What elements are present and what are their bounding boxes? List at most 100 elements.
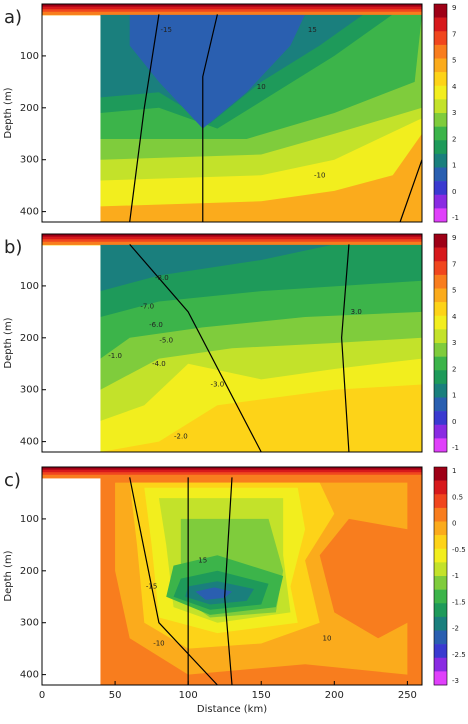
colorbar-box	[434, 113, 447, 127]
surface-layer	[42, 474, 422, 478]
y-tick-label: 300	[20, 385, 39, 396]
colorbar-box	[434, 438, 447, 453]
surface-layer	[42, 234, 422, 238]
contour-label: 15	[308, 26, 317, 34]
no-data	[42, 15, 101, 222]
panel: -8.0-7.0-6.0-5.0-4.0-3.0-2.0-1.03.010020…	[3, 233, 459, 453]
x-tick-label: 50	[109, 690, 122, 701]
surface-layer	[42, 4, 422, 8]
contour-line	[129, 477, 218, 686]
colorbar-box	[434, 167, 447, 182]
surface-layer	[42, 6, 422, 10]
y-axis-title: Depth (m)	[3, 317, 14, 368]
contour-label: -15	[161, 26, 172, 34]
contour-line	[129, 243, 262, 453]
colorbar-frame	[433, 233, 448, 453]
colorbar-box	[434, 562, 447, 577]
contour-label: 15	[198, 556, 207, 564]
colorbar-box	[434, 208, 447, 223]
surface-layer	[42, 467, 422, 471]
y-tick-label: 300	[20, 618, 39, 629]
colorbar-label: 4	[452, 313, 457, 321]
colorbar-box	[434, 480, 447, 495]
contour-label: 10	[323, 634, 332, 642]
x-tick-label: 250	[398, 690, 417, 701]
colorbar-frame	[433, 3, 448, 223]
contour-label: -5.0	[159, 336, 173, 344]
y-tick-label: 300	[20, 155, 39, 166]
colorbar-box	[434, 58, 447, 73]
y-axis-title: Depth (m)	[3, 550, 14, 601]
colorbar-label: -1	[452, 572, 459, 580]
colorbar-box	[434, 17, 447, 32]
contour-line	[202, 14, 218, 222]
x-axis-title: Distance (km)	[197, 704, 267, 715]
colorbar-label: 1	[452, 392, 456, 400]
colorbar-label: 5	[452, 57, 456, 65]
colorbar-box	[434, 603, 447, 618]
colorbar-box	[434, 153, 447, 168]
surface-layer	[42, 11, 422, 15]
colorbar-label: -2	[452, 625, 459, 633]
colorbar-label: -2.5	[452, 651, 466, 659]
colorbar-box	[434, 140, 447, 155]
contour-label: -7.0	[140, 303, 154, 311]
colorbar-box	[434, 356, 447, 371]
colorbar-box	[434, 302, 447, 317]
colorbar-box	[434, 4, 447, 18]
contour-line	[224, 477, 233, 686]
colorbar-box	[434, 424, 447, 439]
y-tick-label: 200	[20, 566, 39, 577]
colorbar-box	[434, 548, 447, 563]
contour-line	[399, 159, 423, 223]
contour-label: -10	[314, 171, 325, 179]
colorbar-box	[434, 329, 447, 344]
colorbar-label: 0	[452, 418, 456, 426]
contour-label: 10	[257, 83, 266, 91]
colorbar-label: 0	[452, 188, 456, 196]
colorbar-label: 7	[452, 260, 456, 268]
colorbar-label: 9	[452, 234, 456, 242]
colorbar-box	[434, 370, 447, 385]
colorbar-label: 4	[452, 83, 457, 91]
contour-label: -10	[153, 639, 164, 647]
colorbar-box	[434, 671, 447, 686]
colorbar-box	[434, 274, 447, 289]
colorbar-label: 3	[452, 339, 456, 347]
y-tick-label: 200	[20, 333, 39, 344]
colorbar-label: -1	[452, 214, 459, 222]
colorbar-box	[434, 31, 447, 46]
y-tick-label: 100	[20, 51, 39, 62]
colorbar-box	[434, 126, 447, 141]
contour-line	[129, 14, 160, 223]
surface-layer	[42, 239, 422, 243]
colorbar-label: 1	[452, 162, 456, 170]
y-tick-label: 400	[20, 207, 39, 218]
x-tick-label: 100	[179, 690, 198, 701]
panel-label: c)	[4, 470, 21, 491]
colorbar-label: 9	[452, 4, 456, 12]
surface-layer	[42, 469, 422, 473]
colorbar-box	[434, 644, 447, 659]
colorbar-box	[434, 99, 447, 114]
contour-fill	[195, 587, 232, 600]
colorbar-label: -3	[452, 677, 459, 685]
y-tick-label: 100	[20, 514, 39, 525]
plot-frame	[41, 3, 423, 223]
contour-label: -15	[146, 582, 157, 590]
colorbar-box	[434, 85, 447, 100]
plot-frame	[41, 466, 423, 686]
y-tick-label: 400	[20, 670, 39, 681]
colorbar-box	[434, 181, 447, 196]
surface-layer	[42, 9, 422, 13]
colorbar-box	[434, 576, 447, 590]
colorbar-box	[434, 616, 447, 631]
y-tick-label: 100	[20, 281, 39, 292]
colorbar-box	[434, 343, 447, 357]
colorbar-frame	[433, 466, 448, 686]
no-data	[42, 478, 101, 685]
colorbar-box	[434, 535, 447, 550]
colorbar-box	[434, 521, 447, 536]
colorbar-box	[434, 467, 447, 481]
